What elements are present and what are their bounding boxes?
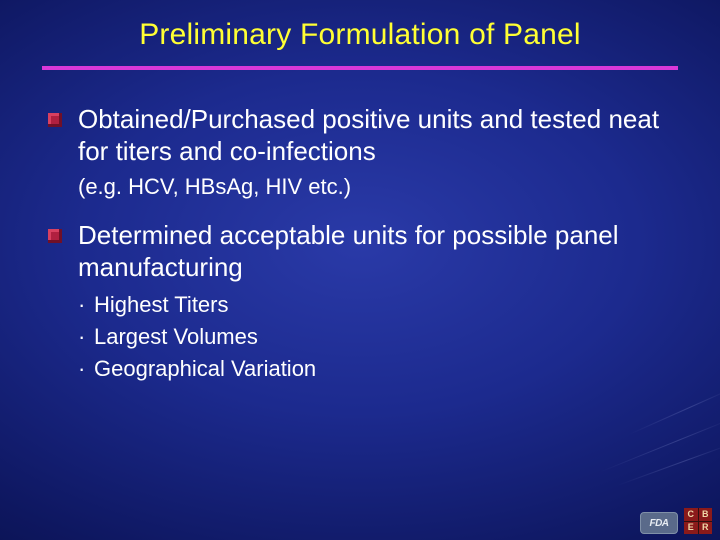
cber-logo: C B E R [684,508,712,534]
decorative-streak [600,419,720,472]
fda-logo: FDA [640,512,678,534]
bullet-item: Obtained/Purchased positive units and te… [78,104,660,202]
cber-letter: R [699,522,713,535]
bullet-item: Determined acceptable units for possible… [78,220,660,384]
bullet-text: Obtained/Purchased positive units and te… [78,104,659,166]
slide-title: Preliminary Formulation of Panel [0,18,720,66]
slide: Preliminary Formulation of Panel Obtaine… [0,0,720,540]
sub-bullet-list: Highest Titers Largest Volumes Geographi… [78,289,660,384]
sub-bullet-item: Largest Volumes [78,321,660,353]
cber-letter: E [684,522,698,535]
cber-letter: B [699,508,713,521]
bullet-subtext: (e.g. HCV, HBsAg, HIV etc.) [78,173,660,202]
cber-letter: C [684,508,698,521]
decorative-streak [617,444,720,486]
bullet-text: Determined acceptable units for possible… [78,220,619,282]
bullet-list: Obtained/Purchased positive units and te… [78,104,660,384]
fda-logo-text: FDA [649,518,668,529]
sub-bullet-text: Largest Volumes [94,324,258,349]
sub-bullet-text: Highest Titers [94,292,229,317]
slide-content: Obtained/Purchased positive units and te… [0,70,720,384]
sub-bullet-text: Geographical Variation [94,356,316,381]
sub-bullet-item: Geographical Variation [78,353,660,385]
sub-bullet-item: Highest Titers [78,289,660,321]
logo-group: FDA C B E R [640,508,712,534]
